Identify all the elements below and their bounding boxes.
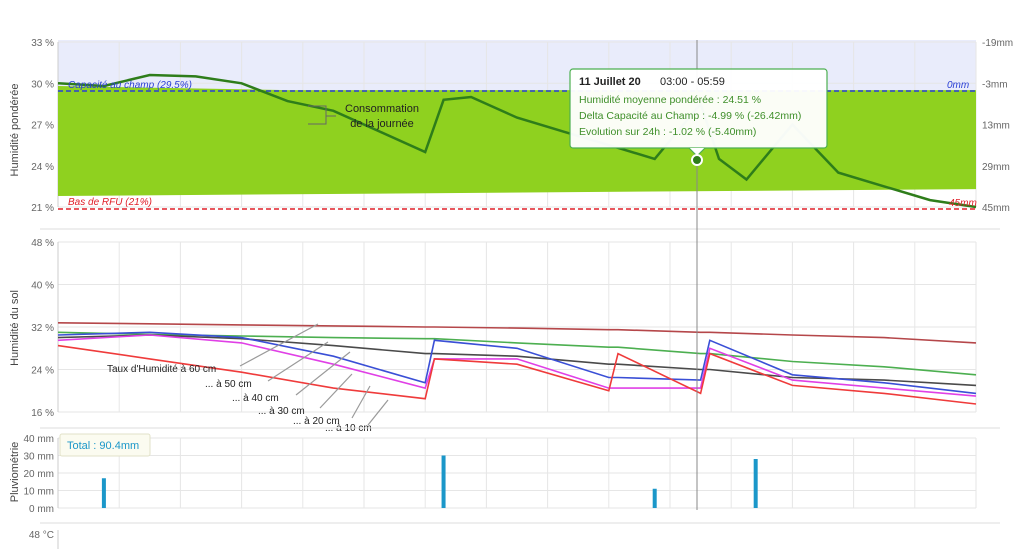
soil-series-line-5 xyxy=(57,344,977,405)
soil-series-line-1 xyxy=(57,331,977,376)
rainfall-total-box xyxy=(59,433,151,457)
tooltip-line-1: Humidité moyenne pondérée : 24.51 % xyxy=(579,94,761,106)
rainfall-bar xyxy=(652,488,657,508)
panel3-tick: 10 mm xyxy=(23,487,54,498)
panel3-tick: 30 mm xyxy=(23,452,54,463)
panel1-right-tick: -19mm xyxy=(982,38,1013,49)
panel2-y-axis-label: Humidité du sol xyxy=(9,290,21,366)
panel2-tick: 48 % xyxy=(31,238,54,249)
weighted-moisture-panel: 33 % 30 % 27 % 24 % 21 % -19mm -3mm 13mm 29mm 45… xyxy=(9,38,1013,214)
panel2-tick: 24 % xyxy=(31,366,54,377)
temperature-panel: 48 °C xyxy=(29,522,1000,549)
panel1-left-tick: 21 % xyxy=(31,203,54,214)
panel1-left-tick: 30 % xyxy=(31,79,54,90)
panel1-left-tick: 27 % xyxy=(31,121,54,132)
arrow-20 xyxy=(351,385,371,419)
panel3-tick: 20 mm xyxy=(23,469,54,480)
soil-series-line-0 xyxy=(57,322,977,344)
rainfall-total: Total : 90.4mm xyxy=(67,440,139,452)
panel1-right-tick: -3mm xyxy=(982,79,1008,90)
panel2-grid xyxy=(57,241,977,413)
depth-label-20: ... à 20 cm xyxy=(293,416,340,427)
tooltip-line-3: Evolution sur 24h : -1.02 % (-5.40mm) xyxy=(579,126,756,138)
panel2-tick: 32 % xyxy=(31,323,54,334)
soil-series-line-2 xyxy=(57,334,977,387)
rfu-label: Bas de RFU (21%) xyxy=(68,197,152,208)
depth-label-60: Taux d'Humidité à 60 cm xyxy=(107,364,216,375)
tooltip-line-2: Delta Capacité au Champ : -4.99 % (-26.4… xyxy=(579,110,801,122)
tooltip-date: 11 Juillet 20 xyxy=(579,76,641,88)
consumption-annotation-1: Consommation xyxy=(345,103,419,115)
tooltip: 11 Juillet 20 03:00 - 05:59 Humidité moy… xyxy=(569,68,828,166)
panel3-y-axis-label: Pluviométrie xyxy=(9,442,21,503)
panel1-left-ticks: 33 % 30 % 27 % 24 % 21 % xyxy=(31,38,54,214)
capacity-band xyxy=(58,40,976,92)
panel1-y-axis-label: Humidité pondérée xyxy=(9,84,21,177)
hover-point xyxy=(691,154,703,166)
consumption-annotation-2: de la journée xyxy=(350,118,414,130)
arrow-60 xyxy=(239,323,319,367)
soil-moisture-panel: 48 % 40 % 32 % 24 % 16 % Humidité du sol Tau… xyxy=(9,228,1000,434)
depth-label-50: ... à 50 cm xyxy=(205,379,252,390)
panel2-tick: 16 % xyxy=(31,408,54,419)
depth-labels: Taux d'Humidité à 60 cm ... à 50 cm ... … xyxy=(107,323,389,434)
panel1-right-tick: 45mm xyxy=(982,203,1010,214)
tooltip-time: 03:00 - 05:59 xyxy=(660,76,725,88)
arrow-50 xyxy=(267,341,329,382)
panel4-tick: 48 °C xyxy=(29,530,54,541)
capacity-right-label: 0mm xyxy=(947,80,969,91)
depth-label-40: ... à 40 cm xyxy=(232,393,279,404)
panel1-left-tick: 33 % xyxy=(31,38,54,49)
panel2-ticks: 48 % 40 % 32 % 24 % 16 % xyxy=(31,238,54,419)
depth-label-30: ... à 30 cm xyxy=(258,406,305,417)
arrow-10 xyxy=(367,399,389,426)
rainfall-bar xyxy=(101,478,106,508)
rainfall-bars xyxy=(101,455,758,508)
panel1-right-tick: 29mm xyxy=(982,162,1010,173)
rainfall-panel: 40 mm 30 mm 20 mm 10 mm 0 mm Pluviométrie To… xyxy=(9,427,1000,515)
panel1-left-tick: 24 % xyxy=(31,162,54,173)
soil-series-line-3 xyxy=(57,331,977,395)
soil-series-line-4 xyxy=(57,334,977,397)
rainfall-bar xyxy=(441,455,446,508)
arrow-30 xyxy=(319,373,353,409)
panel3-ticks: 40 mm 30 mm 20 mm 10 mm 0 mm xyxy=(23,434,54,515)
panel3-tick: 40 mm xyxy=(23,434,54,445)
panel1-right-ticks: -19mm -3mm 13mm 29mm 45mm xyxy=(982,38,1013,214)
panel1-right-tick: 13mm xyxy=(982,121,1010,132)
panel3-grid xyxy=(57,437,977,509)
soil-moisture-series xyxy=(57,322,977,405)
capacity-label: Capacité au champ (29.5%) xyxy=(68,80,192,91)
rfu-right-label: 45mm xyxy=(949,198,977,209)
rainfall-bar xyxy=(753,459,758,508)
panel3-tick: 0 mm xyxy=(29,504,54,515)
arrow-40 xyxy=(295,351,351,396)
available-water-area xyxy=(58,86,976,196)
consumption-bracket xyxy=(308,105,336,125)
panel2-tick: 40 % xyxy=(31,281,54,292)
